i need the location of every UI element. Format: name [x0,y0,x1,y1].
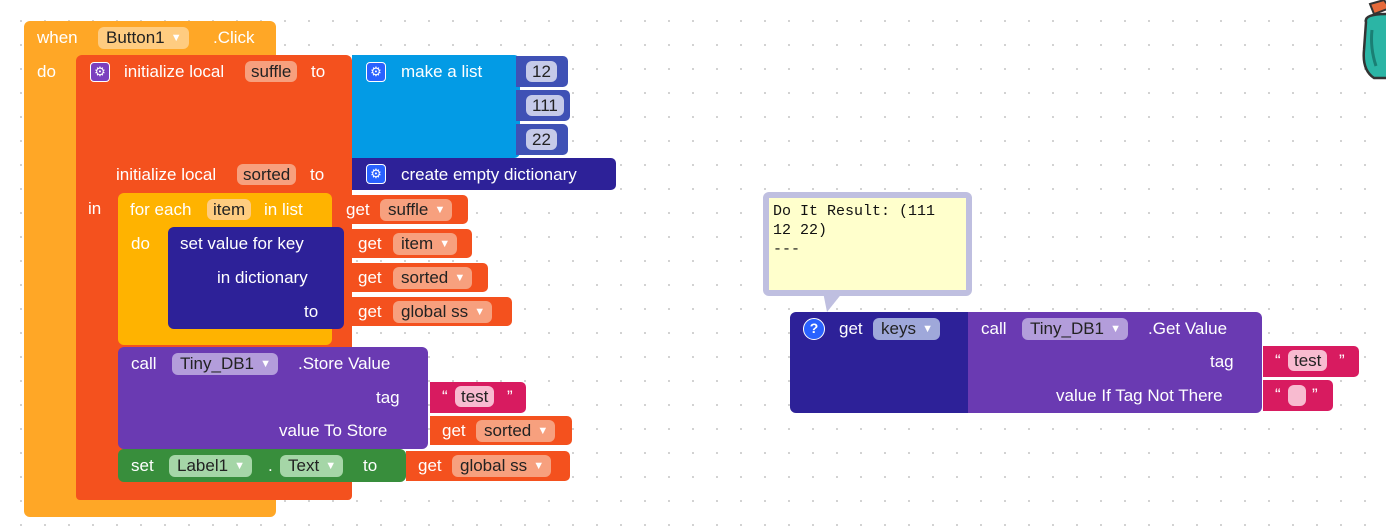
var-name-item[interactable]: item [207,199,252,220]
var-name-suffle[interactable]: suffle [245,61,298,82]
number-value[interactable]: 22 [526,129,557,150]
value-to-store-label: value To Store [279,421,388,440]
dot-label: . [268,456,273,475]
get-label: get [358,302,382,321]
do-label: do [37,62,56,81]
trash-can-icon[interactable] [1360,0,1386,80]
dropdown-arrow-icon: ▼ [1110,323,1122,335]
number-value[interactable]: 111 [526,95,564,116]
to-label: to [310,165,325,184]
method-name: .Store Value [298,354,391,373]
dropdown-arrow-icon: ▼ [454,272,466,284]
quote-open: “ [1275,385,1281,404]
component-name: Tiny_DB1 [180,354,255,373]
tag-label: tag [1210,352,1234,371]
init-label: initialize local [116,165,217,184]
component-dropdown-tinydb1[interactable]: Tiny_DB1 ▼ [1022,318,1129,340]
get-label: get [442,421,466,440]
var-dropdown-item[interactable]: item ▼ [393,233,458,255]
dropdown-arrow-icon: ▼ [533,460,545,472]
dropdown-arrow-icon: ▼ [325,460,337,472]
get-label: get [418,456,442,475]
text-value[interactable]: test [1288,350,1328,371]
var-dropdown-global-ss[interactable]: global ss ▼ [452,455,552,477]
bubble-tail [823,292,843,312]
to-label: to [304,302,319,321]
var-dropdown-global-ss[interactable]: global ss ▼ [393,301,493,323]
quote-close: ” [507,387,513,406]
var-name: global ss [460,456,528,475]
component-name: Button1 [106,28,165,47]
make-list-label: make a list [401,62,483,81]
gear-icon[interactable]: ⚙ [90,62,110,82]
quote-open: “ [1275,351,1281,370]
var-name: item [401,234,434,253]
var-name: keys [881,319,916,338]
component-name: Tiny_DB1 [1030,319,1105,338]
var-name: suffle [388,200,429,219]
gear-icon[interactable]: ⚙ [366,62,386,82]
set-label1-text-block[interactable] [118,449,406,482]
set-value-for-key-block[interactable] [168,227,344,329]
to-label: to [363,456,378,475]
in-dictionary-label: in dictionary [217,268,308,287]
component-dropdown-button1[interactable]: Button1 ▼ [98,27,189,49]
dropdown-arrow-icon: ▼ [439,238,451,250]
dropdown-arrow-icon: ▼ [922,323,933,335]
init-label: initialize local [124,62,225,81]
get-label: get [358,268,382,287]
number-value[interactable]: 12 [526,61,557,82]
var-name: sorted [484,421,532,440]
component-name: Label1 [177,456,229,475]
dropdown-arrow-icon: ▼ [234,460,246,472]
text-value[interactable]: test [455,386,495,407]
help-icon[interactable]: ? [803,318,825,340]
dropdown-arrow-icon: ▼ [260,358,272,370]
in-list-label: in list [264,200,303,219]
when-label: when [37,28,78,47]
get-label: get [358,234,382,253]
var-dropdown-sorted[interactable]: sorted ▼ [393,267,473,289]
component-dropdown-tinydb1[interactable]: Tiny_DB1 ▼ [172,353,279,375]
quote-open: “ [442,387,448,406]
tag-label: tag [376,388,400,407]
text-value-empty[interactable] [1288,385,1306,406]
call-label: call [981,319,1007,338]
var-dropdown-suffle[interactable]: suffle ▼ [380,199,453,221]
do-it-result-text: Do It Result: (111 12 22) --- [769,198,966,290]
for-each-label: for each [130,200,192,219]
set-label: set [131,456,154,475]
event-name: .Click [213,28,255,47]
property-dropdown-text[interactable]: Text ▼ [280,455,344,477]
in-label: in [88,199,102,218]
create-empty-dictionary-block[interactable] [352,158,616,190]
dropdown-arrow-icon: ▼ [474,306,486,318]
var-dropdown-sorted[interactable]: sorted ▼ [476,420,556,442]
call-label: call [131,354,157,373]
gear-icon[interactable]: ⚙ [366,164,386,184]
fallback-label: value If Tag Not There [1056,386,1223,405]
quote-close: ” [1339,351,1345,370]
var-name: sorted [401,268,449,287]
set-value-label: set value for key [180,234,304,253]
quote-close: ” [1312,385,1318,404]
dict-label: create empty dictionary [401,165,577,184]
var-name: global ss [401,302,469,321]
dropdown-arrow-icon: ▼ [434,204,446,216]
do-label: do [131,234,150,253]
keys-dropdown[interactable]: keys ▼ [873,318,940,340]
dropdown-arrow-icon: ▼ [537,425,549,437]
get-label: get [346,200,370,219]
do-it-result-bubble: Do It Result: (111 12 22) --- [763,192,972,312]
get-label: get [839,319,863,338]
component-dropdown-label1[interactable]: Label1 ▼ [169,455,253,477]
var-name-sorted[interactable]: sorted [237,164,297,185]
method-name: .Get Value [1148,319,1228,338]
to-label: to [311,62,326,81]
dropdown-arrow-icon: ▼ [170,32,182,44]
property-name: Text [288,456,320,475]
